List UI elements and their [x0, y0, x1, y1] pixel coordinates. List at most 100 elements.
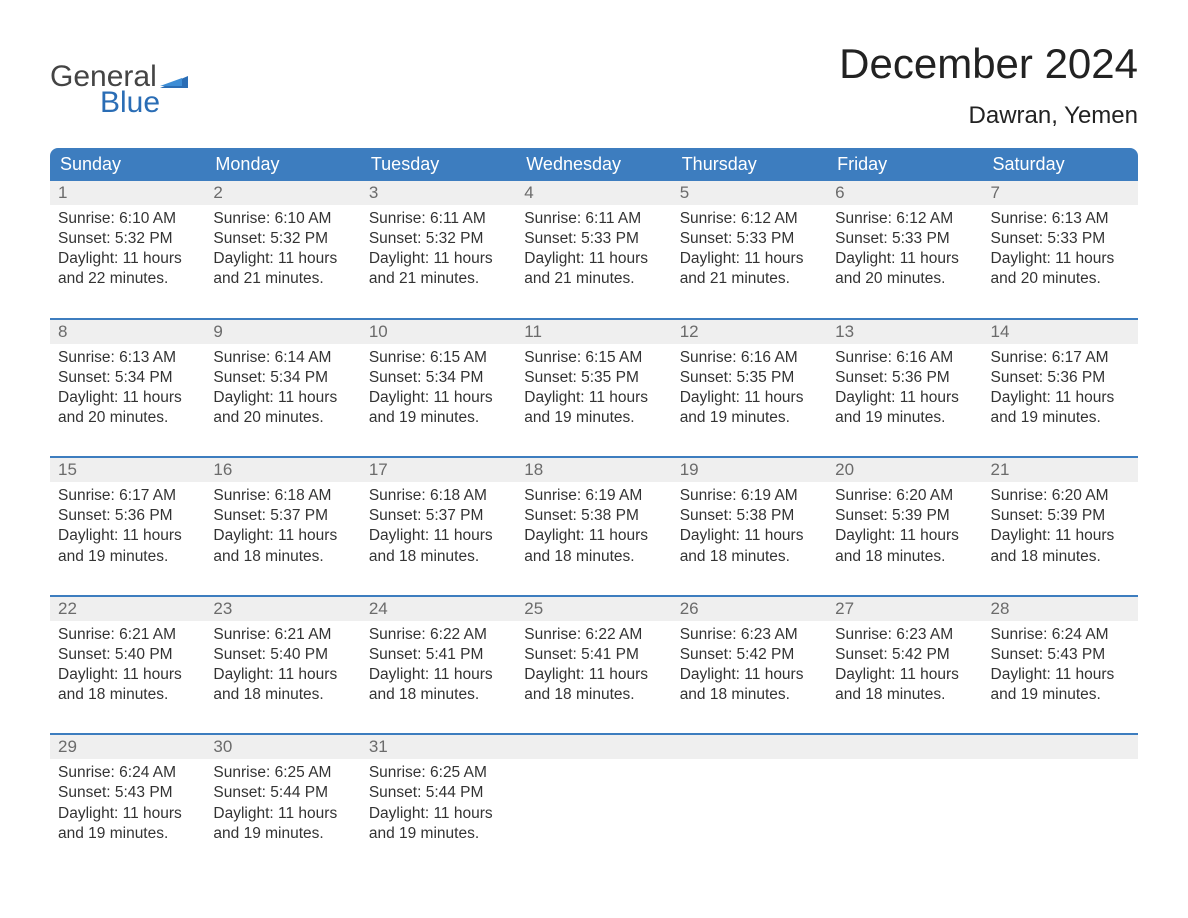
- sunset-text: Sunset: 5:44 PM: [369, 783, 508, 803]
- sunset-text: Sunset: 5:35 PM: [524, 368, 663, 388]
- sunset-text: Sunset: 5:37 PM: [213, 506, 352, 526]
- sunrise-text: Sunrise: 6:21 AM: [58, 625, 197, 645]
- sunset-text: Sunset: 5:33 PM: [835, 229, 974, 249]
- daylight1-text: Daylight: 11 hours: [524, 526, 663, 546]
- daylight1-text: Daylight: 11 hours: [213, 804, 352, 824]
- day-data-cell: [672, 759, 827, 854]
- daylight1-text: Daylight: 11 hours: [524, 249, 663, 269]
- daylight1-text: Daylight: 11 hours: [835, 665, 974, 685]
- daylight2-text: and 18 minutes.: [524, 547, 663, 567]
- daylight2-text: and 19 minutes.: [58, 824, 197, 844]
- sunset-text: Sunset: 5:38 PM: [680, 506, 819, 526]
- sunset-text: Sunset: 5:36 PM: [58, 506, 197, 526]
- title-block: December 2024 Dawran, Yemen: [839, 40, 1138, 130]
- daylight1-text: Daylight: 11 hours: [58, 249, 197, 269]
- day-data-cell: Sunrise: 6:21 AMSunset: 5:40 PMDaylight:…: [205, 621, 360, 735]
- sunset-text: Sunset: 5:42 PM: [835, 645, 974, 665]
- logo-blue-text: Blue: [100, 86, 160, 120]
- logo-flag-icon: [160, 68, 188, 88]
- daylight2-text: and 21 minutes.: [213, 269, 352, 289]
- sunrise-text: Sunrise: 6:13 AM: [58, 348, 197, 368]
- daylight1-text: Daylight: 11 hours: [991, 249, 1130, 269]
- header-saturday: Saturday: [983, 148, 1138, 181]
- day-data-cell: Sunrise: 6:20 AMSunset: 5:39 PMDaylight:…: [983, 482, 1138, 596]
- daylight1-text: Daylight: 11 hours: [680, 388, 819, 408]
- day-data-cell: Sunrise: 6:22 AMSunset: 5:41 PMDaylight:…: [361, 621, 516, 735]
- daylight2-text: and 18 minutes.: [991, 547, 1130, 567]
- day-data-cell: Sunrise: 6:20 AMSunset: 5:39 PMDaylight:…: [827, 482, 982, 596]
- sunrise-text: Sunrise: 6:24 AM: [58, 763, 197, 783]
- day-data-cell: Sunrise: 6:12 AMSunset: 5:33 PMDaylight:…: [827, 205, 982, 319]
- sunrise-text: Sunrise: 6:20 AM: [991, 486, 1130, 506]
- day-data-cell: Sunrise: 6:23 AMSunset: 5:42 PMDaylight:…: [672, 621, 827, 735]
- header-sunday: Sunday: [50, 148, 205, 181]
- daylight2-text: and 19 minutes.: [213, 824, 352, 844]
- header-thursday: Thursday: [672, 148, 827, 181]
- day-data-cell: Sunrise: 6:11 AMSunset: 5:32 PMDaylight:…: [361, 205, 516, 319]
- daylight2-text: and 20 minutes.: [835, 269, 974, 289]
- sunrise-text: Sunrise: 6:18 AM: [369, 486, 508, 506]
- day-number-row: 15161718192021: [50, 458, 1138, 482]
- day-number-cell: 29: [50, 735, 205, 759]
- day-data-cell: Sunrise: 6:24 AMSunset: 5:43 PMDaylight:…: [983, 621, 1138, 735]
- daylight2-text: and 19 minutes.: [369, 408, 508, 428]
- day-number-cell: 28: [983, 597, 1138, 621]
- day-data-cell: Sunrise: 6:23 AMSunset: 5:42 PMDaylight:…: [827, 621, 982, 735]
- day-number-cell: 21: [983, 458, 1138, 482]
- daylight2-text: and 19 minutes.: [991, 685, 1130, 705]
- day-data-cell: Sunrise: 6:24 AMSunset: 5:43 PMDaylight:…: [50, 759, 205, 854]
- day-number-cell: [983, 735, 1138, 759]
- day-data-cell: Sunrise: 6:25 AMSunset: 5:44 PMDaylight:…: [205, 759, 360, 854]
- day-data-cell: Sunrise: 6:19 AMSunset: 5:38 PMDaylight:…: [672, 482, 827, 596]
- sunset-text: Sunset: 5:41 PM: [524, 645, 663, 665]
- daylight1-text: Daylight: 11 hours: [58, 526, 197, 546]
- sunrise-text: Sunrise: 6:17 AM: [991, 348, 1130, 368]
- day-number-cell: 8: [50, 320, 205, 344]
- day-number-cell: 3: [361, 181, 516, 205]
- daylight1-text: Daylight: 11 hours: [58, 388, 197, 408]
- day-number-cell: 7: [983, 181, 1138, 205]
- daylight1-text: Daylight: 11 hours: [835, 249, 974, 269]
- sunrise-text: Sunrise: 6:18 AM: [213, 486, 352, 506]
- sunrise-text: Sunrise: 6:16 AM: [835, 348, 974, 368]
- header-monday: Monday: [205, 148, 360, 181]
- sunrise-text: Sunrise: 6:22 AM: [524, 625, 663, 645]
- sunset-text: Sunset: 5:34 PM: [213, 368, 352, 388]
- daylight1-text: Daylight: 11 hours: [58, 804, 197, 824]
- daylight1-text: Daylight: 11 hours: [369, 388, 508, 408]
- day-data-cell: Sunrise: 6:11 AMSunset: 5:33 PMDaylight:…: [516, 205, 671, 319]
- daylight1-text: Daylight: 11 hours: [680, 249, 819, 269]
- daylight2-text: and 22 minutes.: [58, 269, 197, 289]
- sunrise-text: Sunrise: 6:15 AM: [524, 348, 663, 368]
- sunrise-text: Sunrise: 6:16 AM: [680, 348, 819, 368]
- daylight1-text: Daylight: 11 hours: [991, 665, 1130, 685]
- header-tuesday: Tuesday: [361, 148, 516, 181]
- daylight2-text: and 19 minutes.: [835, 408, 974, 428]
- daylight2-text: and 20 minutes.: [213, 408, 352, 428]
- location-label: Dawran, Yemen: [839, 102, 1138, 130]
- daylight2-text: and 18 minutes.: [369, 685, 508, 705]
- sunrise-text: Sunrise: 6:19 AM: [680, 486, 819, 506]
- sunset-text: Sunset: 5:43 PM: [58, 783, 197, 803]
- daylight2-text: and 20 minutes.: [58, 408, 197, 428]
- day-number-cell: [516, 735, 671, 759]
- sunrise-text: Sunrise: 6:10 AM: [58, 209, 197, 229]
- day-number-cell: 13: [827, 320, 982, 344]
- day-number-row: 293031: [50, 735, 1138, 759]
- daylight2-text: and 19 minutes.: [58, 547, 197, 567]
- sunrise-text: Sunrise: 6:14 AM: [213, 348, 352, 368]
- day-data-row: Sunrise: 6:21 AMSunset: 5:40 PMDaylight:…: [50, 621, 1138, 735]
- header-wednesday: Wednesday: [516, 148, 671, 181]
- daylight1-text: Daylight: 11 hours: [213, 665, 352, 685]
- sunset-text: Sunset: 5:33 PM: [524, 229, 663, 249]
- sunset-text: Sunset: 5:32 PM: [58, 229, 197, 249]
- day-data-cell: [983, 759, 1138, 854]
- daylight2-text: and 19 minutes.: [369, 824, 508, 844]
- day-number-cell: 30: [205, 735, 360, 759]
- daylight2-text: and 18 minutes.: [213, 685, 352, 705]
- daylight2-text: and 19 minutes.: [991, 408, 1130, 428]
- sunset-text: Sunset: 5:33 PM: [680, 229, 819, 249]
- day-number-cell: 1: [50, 181, 205, 205]
- day-number-row: 1234567: [50, 181, 1138, 205]
- daylight2-text: and 21 minutes.: [524, 269, 663, 289]
